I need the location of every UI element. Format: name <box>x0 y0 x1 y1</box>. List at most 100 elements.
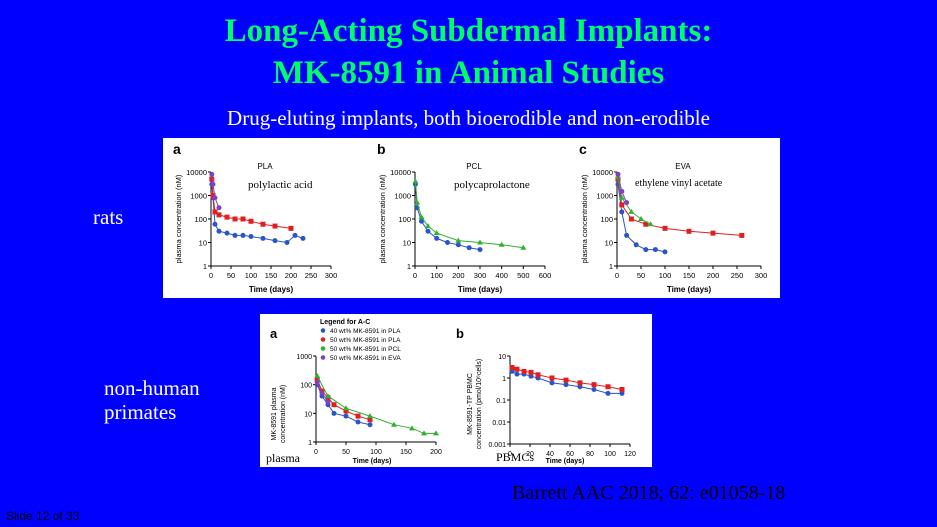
data-point <box>343 405 349 411</box>
y-tick-label: 10 <box>605 239 613 248</box>
citation: Barrett AAC 2018; 62: e01058-18 <box>512 482 786 504</box>
legend-marker <box>320 328 326 333</box>
legend-label: 50 wt% MK-8591 in PCL <box>330 346 401 353</box>
data-point <box>325 399 331 405</box>
x-axis-label: Time (days) <box>249 285 294 294</box>
nhp-figure: Legend for A-C 40 wt% MK-8591 in PLA 50 wt… <box>260 314 652 467</box>
x-tick-label: 100 <box>430 271 443 280</box>
data-point <box>643 247 649 253</box>
panel-letter: c <box>579 141 587 157</box>
data-point <box>209 176 215 182</box>
panel-letter: b <box>377 141 386 157</box>
x-tick-label: 80 <box>586 451 594 458</box>
x-tick-label: 600 <box>539 271 552 280</box>
data-point <box>209 171 215 177</box>
data-point <box>605 390 611 396</box>
data-point <box>686 228 692 234</box>
label-rats: rats <box>93 205 124 229</box>
data-point <box>216 212 222 218</box>
data-point <box>343 408 349 414</box>
data-point <box>514 366 520 372</box>
x-tick-label: 100 <box>370 449 382 456</box>
data-point <box>240 216 246 222</box>
x-axis-label: Time (days) <box>458 285 503 294</box>
x-tick-label: 150 <box>683 271 696 280</box>
data-point <box>418 214 425 220</box>
data-point <box>314 373 321 379</box>
x-tick-label: 300 <box>325 271 338 280</box>
data-point <box>652 247 658 253</box>
data-point <box>624 232 630 238</box>
x-axis-label: Time (days) <box>353 458 392 465</box>
data-point <box>455 237 462 243</box>
legend-marker <box>320 346 326 351</box>
data-point <box>528 369 534 375</box>
data-point <box>445 240 450 245</box>
data-point <box>260 221 266 227</box>
rat-figure-background <box>163 138 780 298</box>
data-point <box>232 216 238 222</box>
y-tick-label: 0.01 <box>492 420 506 427</box>
x-tick-label: 20 <box>526 451 534 458</box>
y-axis-label: plasma concentration (nM) <box>580 174 589 263</box>
y-tick-label: 1 <box>203 262 207 271</box>
x-tick-label: 50 <box>227 271 235 280</box>
data-point <box>591 387 597 393</box>
data-point <box>591 382 597 388</box>
data-point <box>284 240 290 245</box>
data-point <box>477 239 483 245</box>
rat-panel-pcl: b PCL plasma concentration (nM) Time (days)… <box>377 141 551 294</box>
data-point <box>248 218 254 224</box>
x-tick-label: 100 <box>245 271 258 280</box>
rat-panel-eva: c EVA plasma concentration (nM) Time (days)… <box>579 141 767 294</box>
data-point <box>248 234 254 240</box>
data-point <box>739 232 745 238</box>
data-point <box>628 208 635 214</box>
y-tick-label: 1 <box>407 262 411 271</box>
data-point <box>414 199 421 205</box>
x-tick-label: 200 <box>285 271 298 280</box>
y-tick-label: 10000 <box>592 168 613 177</box>
data-point <box>433 230 440 236</box>
y-tick-label: 1 <box>308 440 312 447</box>
x-tick-label: 100 <box>604 451 616 458</box>
panel-title: PCL <box>466 162 482 171</box>
overlay-pla: polylactic acid <box>248 179 313 191</box>
panel-letter: a <box>173 141 181 157</box>
x-tick-label: 60 <box>566 451 574 458</box>
y-tick-label: 100 <box>600 215 613 224</box>
data-point <box>224 230 230 236</box>
data-point <box>633 242 639 248</box>
slide-number: Slide 12 of 33 <box>6 509 80 523</box>
x-tick-label: 50 <box>637 271 645 280</box>
x-tick-label: 150 <box>265 271 278 280</box>
data-point <box>325 393 331 399</box>
data-point <box>455 242 461 248</box>
data-point <box>521 368 527 374</box>
x-tick-label: 250 <box>731 271 744 280</box>
x-tick-label: 120 <box>624 451 636 458</box>
data-point <box>319 390 325 396</box>
x-tick-label: 300 <box>755 271 768 280</box>
data-point <box>419 218 424 224</box>
data-point <box>224 214 230 220</box>
x-tick-label: 400 <box>495 271 508 280</box>
data-point <box>662 225 668 231</box>
data-point <box>509 368 515 374</box>
y-axis-label: plasma concentration (nM) <box>174 174 183 263</box>
x-tick-label: 0 <box>413 271 417 280</box>
x-tick-label: 50 <box>342 449 350 456</box>
x-tick-label: 250 <box>305 271 318 280</box>
data-point <box>367 422 373 428</box>
x-tick-label: 500 <box>517 271 530 280</box>
label-nhp-line-1: non-human <box>104 376 200 400</box>
y-tick-label: 10000 <box>390 168 411 177</box>
data-point <box>710 230 716 236</box>
data-point <box>216 228 222 234</box>
data-point <box>615 171 621 177</box>
y-tick-label: 1000 <box>394 192 411 201</box>
y-tick-label: 100 <box>194 215 207 224</box>
data-point <box>212 195 218 201</box>
data-point <box>514 371 520 377</box>
y-tick-label: 1 <box>502 376 506 383</box>
